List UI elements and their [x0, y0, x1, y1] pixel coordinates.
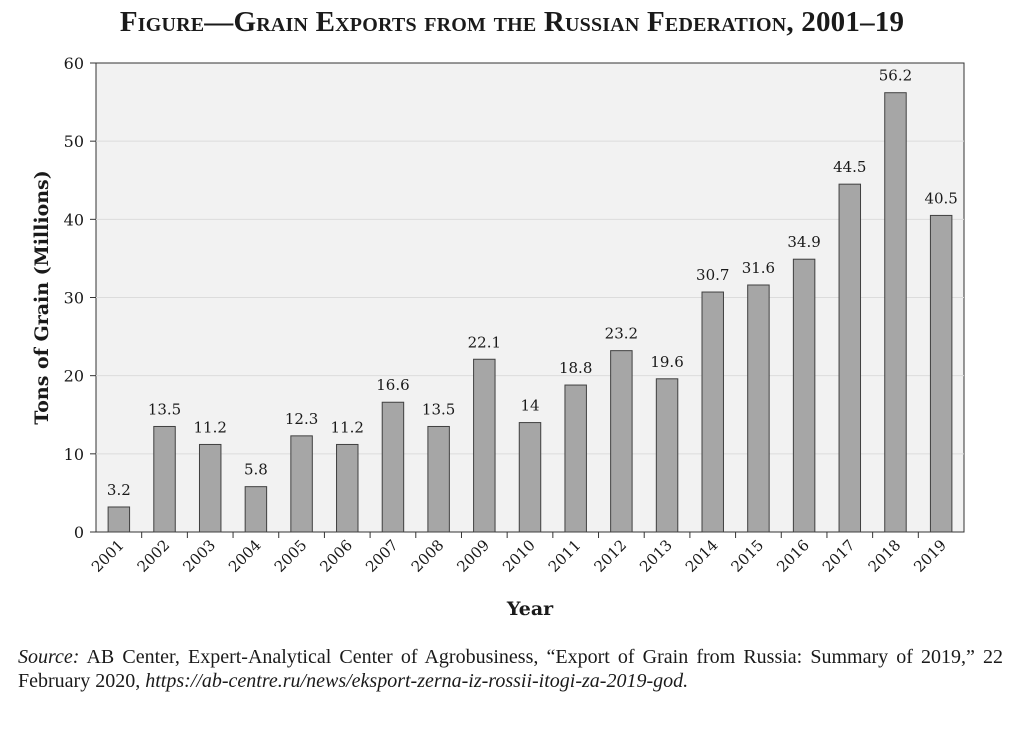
bar-2011: [564, 384, 587, 533]
bar-2009: [473, 358, 496, 533]
value-label-2008: 13.5: [422, 400, 455, 418]
x-tick-label-2008: 2008: [408, 536, 448, 576]
y-axis-ticks: 0 10 20 30 40 50 60: [64, 54, 96, 542]
bar-2012: [610, 350, 633, 533]
y-tick-label: 10: [64, 445, 84, 464]
bar-2013: [655, 378, 679, 533]
value-label-2002: 13.5: [148, 400, 181, 418]
x-tick-label-2017: 2017: [819, 536, 859, 576]
source-url: https://ab-centre.ru/news/eksport-zerna-…: [145, 670, 689, 692]
y-tick-label: 20: [64, 367, 84, 386]
figure-title: Figure—Grain Exports from the Russian Fe…: [119, 6, 905, 38]
value-label-2001: 3.2: [107, 481, 131, 499]
x-tick-label-2011: 2011: [545, 536, 585, 576]
source-text: AB Center, Expert-Analytical Center of A…: [18, 646, 1003, 692]
x-tick-label-2015: 2015: [728, 536, 768, 576]
source-label: Source:: [18, 646, 80, 668]
x-tick-label-2016: 2016: [773, 536, 813, 576]
value-label-2007: 16.6: [376, 376, 409, 394]
bar-2005: [290, 435, 313, 533]
bar-2010: [518, 422, 542, 533]
gridlines: [96, 140, 964, 455]
bar-2019: [929, 214, 953, 533]
bar-2007: [381, 401, 405, 533]
x-tick-label-2001: 2001: [88, 536, 128, 576]
x-tick-label-2012: 2012: [590, 536, 630, 576]
value-label-2009: 22.1: [468, 333, 501, 351]
value-label-2019: 40.5: [924, 189, 957, 207]
y-tick-label: 40: [64, 210, 84, 229]
x-tick-label-2019: 2019: [910, 536, 950, 576]
y-tick-label: 0: [74, 523, 84, 542]
x-tick-label-2006: 2006: [316, 536, 356, 576]
value-labels: 3.2 13.5 11.2 5.8 12.3 11.2 16.6 13.5 22.1 14 18.8…: [107, 67, 958, 499]
value-label-2017: 44.5: [833, 158, 866, 176]
x-axis-ticks: 2001 2002 2003 2004 2005 2006 2007 2008 2009 2010…: [88, 532, 950, 576]
x-tick-label-2010: 2010: [499, 536, 539, 576]
bar-2003: [198, 443, 222, 533]
x-axis-label: Year: [506, 598, 554, 620]
bar-2017: [838, 183, 862, 533]
value-label-2004: 5.8: [244, 461, 268, 479]
x-tick-label-2007: 2007: [362, 536, 402, 576]
x-tick-label-2002: 2002: [134, 536, 174, 576]
x-tick-label-2004: 2004: [225, 536, 265, 576]
x-tick-label-2005: 2005: [271, 536, 311, 576]
value-label-2010: 14: [520, 397, 539, 415]
bar-2001: [107, 506, 131, 533]
value-label-2003: 11.2: [194, 418, 227, 436]
bar-2006: [336, 443, 359, 533]
source-note: Source: AB Center, Expert-Analytical Cen…: [18, 645, 1003, 693]
bar-2015: [747, 284, 770, 533]
y-tick-label: 60: [64, 54, 84, 73]
y-tick-label: 30: [64, 289, 84, 308]
bar-2018: [884, 92, 907, 533]
value-label-2015: 31.6: [742, 259, 775, 277]
x-tick-label-2013: 2013: [636, 536, 676, 576]
value-label-2014: 30.7: [696, 266, 729, 284]
value-label-2012: 23.2: [605, 325, 638, 343]
bar-2004: [244, 486, 268, 533]
value-label-2011: 18.8: [559, 359, 592, 377]
bar-chart: 3.2 13.5 11.2 5.8 12.3 11.2 16.6 13.5 22.1 14 18.8…: [31, 54, 965, 620]
y-tick-label: 50: [64, 132, 84, 151]
value-label-2016: 34.9: [787, 233, 820, 251]
value-label-2013: 19.6: [650, 353, 683, 371]
value-label-2006: 11.2: [331, 418, 364, 436]
bar-2014: [701, 291, 724, 533]
x-tick-label-2018: 2018: [865, 536, 905, 576]
x-tick-label-2003: 2003: [179, 536, 219, 576]
y-axis-label: Tons of Grain (Millions): [31, 170, 53, 424]
x-tick-label-2014: 2014: [682, 536, 722, 576]
x-tick-label-2009: 2009: [453, 536, 493, 576]
bar-2016: [792, 258, 816, 533]
value-label-2018: 56.2: [879, 67, 912, 85]
value-label-2005: 12.3: [285, 410, 318, 428]
bars: [107, 92, 953, 533]
bar-2008: [427, 425, 450, 533]
bar-2002: [153, 425, 176, 533]
